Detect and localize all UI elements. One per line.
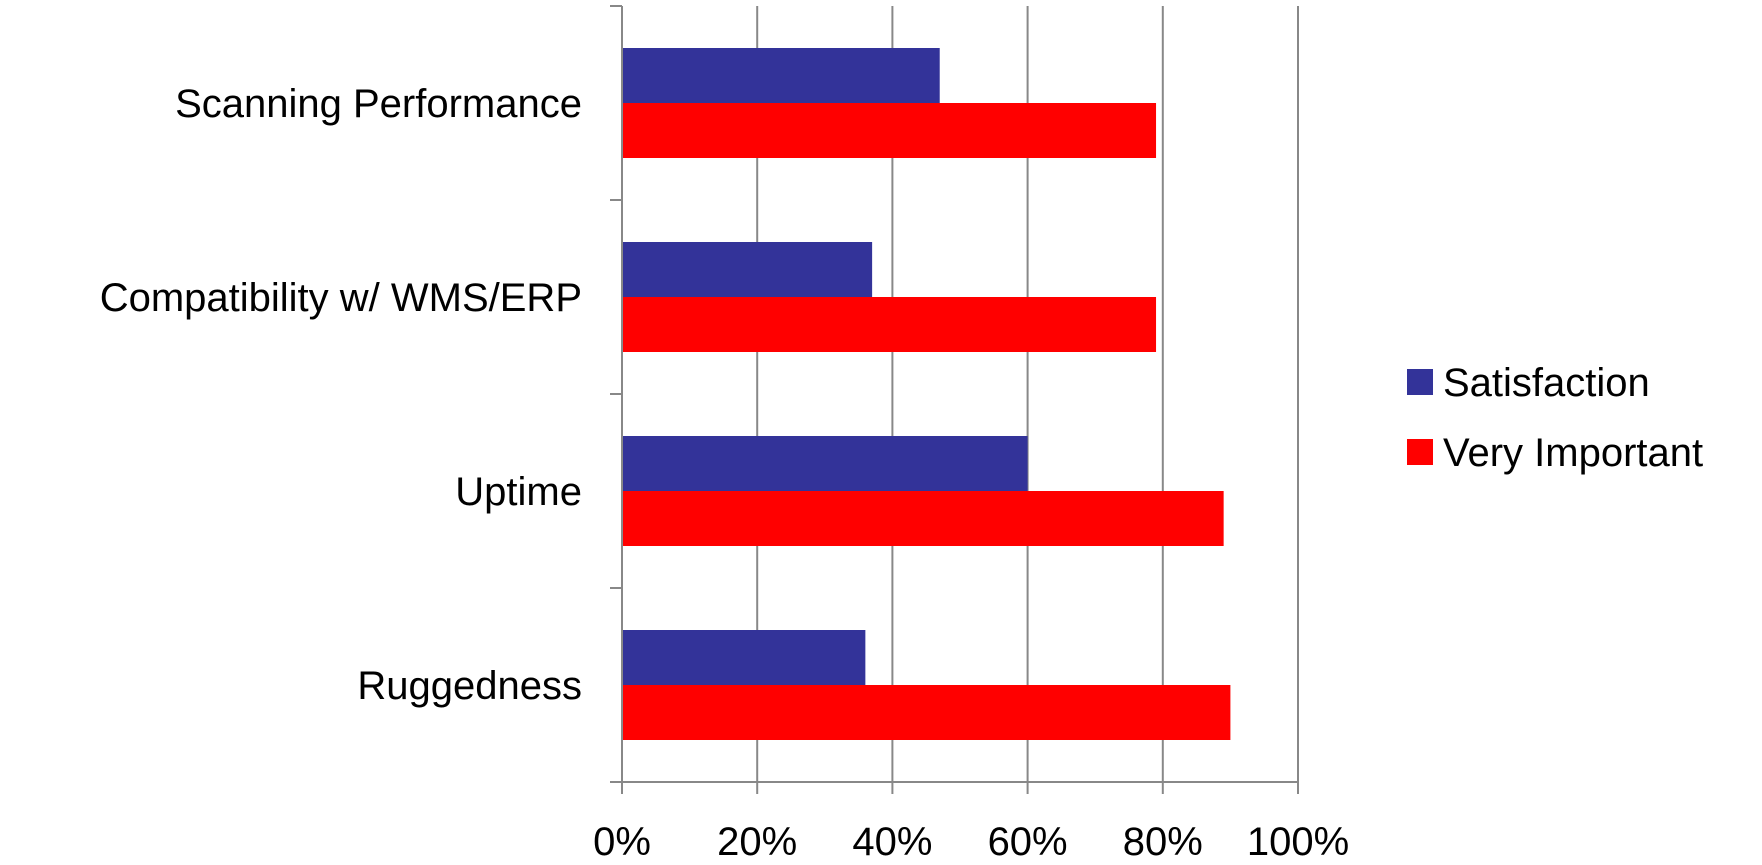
- category-label: Scanning Performance: [175, 82, 582, 126]
- bar-very-important-1: [622, 297, 1157, 352]
- bars: [622, 48, 1231, 740]
- legend-swatch-very-important: [1407, 439, 1433, 465]
- x-tick-label: 100%: [1247, 820, 1349, 864]
- bar-very-important-0: [622, 103, 1157, 158]
- bar-very-important-3: [622, 685, 1231, 740]
- category-label: Ruggedness: [357, 664, 582, 708]
- category-label: Uptime: [455, 470, 582, 514]
- x-tick-label: 0%: [593, 820, 651, 864]
- axes: [610, 5, 1299, 794]
- x-tick-label: 20%: [717, 820, 797, 864]
- x-tick-label: 40%: [852, 820, 932, 864]
- bar-satisfaction-2: [622, 436, 1028, 491]
- legend-label: Very Important: [1443, 431, 1703, 475]
- bar-satisfaction-1: [622, 242, 873, 297]
- category-label: Compatibility w/ WMS/ERP: [100, 276, 582, 320]
- x-tick-label: 60%: [988, 820, 1068, 864]
- bar-satisfaction-3: [622, 630, 866, 685]
- legend-swatch-satisfaction: [1407, 369, 1433, 395]
- bar-very-important-2: [622, 491, 1224, 546]
- x-tick-label: 80%: [1123, 820, 1203, 864]
- x-tick-labels: 0% 20% 40% 60% 80% 100%: [593, 820, 1349, 864]
- legend-label: Satisfaction: [1443, 361, 1650, 405]
- legend: Satisfaction Very Important: [1407, 361, 1703, 475]
- bar-satisfaction-0: [622, 48, 940, 103]
- category-labels: Scanning Performance Compatibility w/ WMS…: [100, 82, 582, 708]
